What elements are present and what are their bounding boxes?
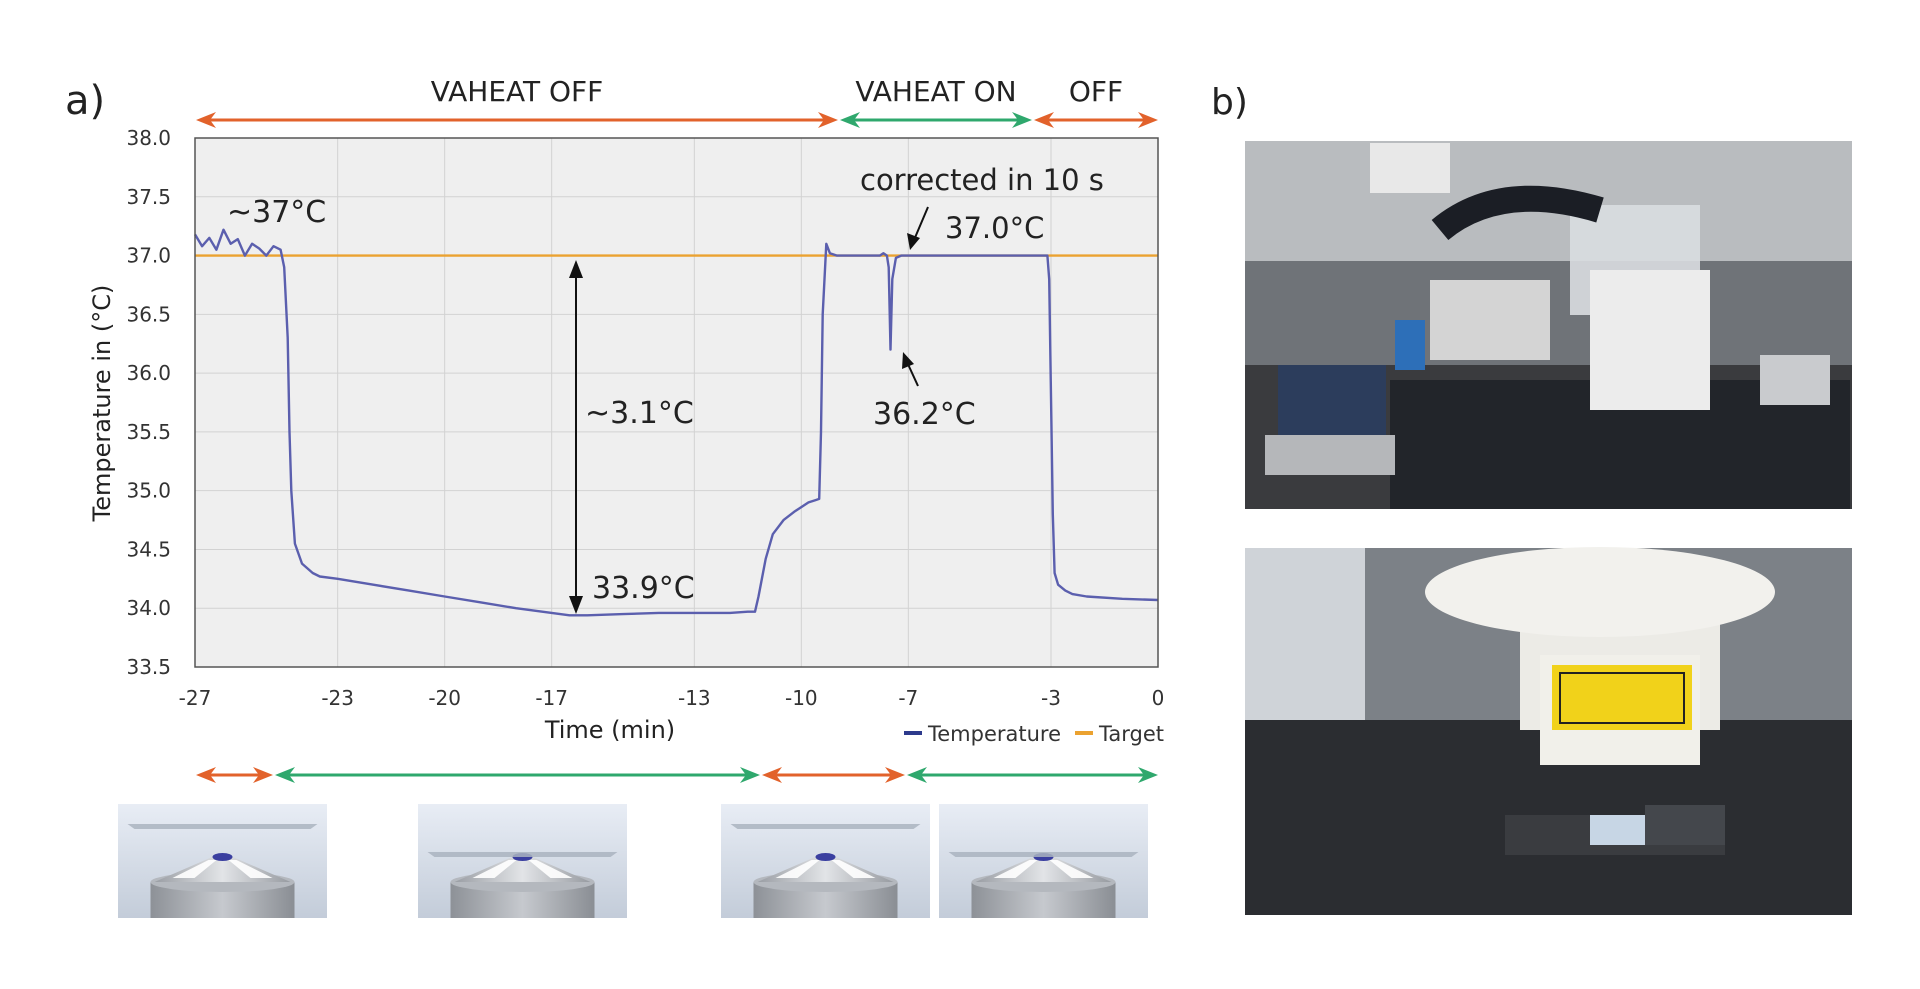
phase-label: VAHEAT ON xyxy=(855,75,1016,108)
y-tick-label: 33.5 xyxy=(126,655,171,679)
panel-a-label: a) xyxy=(65,78,105,124)
y-tick-label: 36.0 xyxy=(126,361,171,385)
phase-arrow-top xyxy=(840,112,1032,128)
y-axis-ticks: 33.5 34.0 34.5 35.0 35.5 36.0 36.5 37.0 37.5 38.0 xyxy=(126,126,171,679)
dip-arrow xyxy=(902,352,919,387)
phase-arrows-bottom xyxy=(196,767,1158,783)
y-tick-label: 35.5 xyxy=(126,420,171,444)
x-axis-ticks: -27 -23 -20 -17 -13 -10 -7 -3 0 xyxy=(179,686,1165,710)
photo-microscope-setup xyxy=(1245,141,1852,509)
device-thumbnails xyxy=(118,804,1148,918)
phase-arrow-bottom xyxy=(762,767,905,783)
phase-label: VAHEAT OFF xyxy=(431,75,604,108)
phase-arrows-top: VAHEAT OFF VAHEAT ON OFF xyxy=(196,75,1158,128)
x-tick-label: -7 xyxy=(898,686,918,710)
device-thumbnail xyxy=(939,804,1148,918)
x-tick-label: -17 xyxy=(535,686,568,710)
panel-b-label: b) xyxy=(1211,82,1248,123)
legend-label-target: Target xyxy=(1098,722,1164,746)
device-thumbnail xyxy=(418,804,627,918)
x-axis-label: Time (min) xyxy=(544,716,675,744)
annotation-start: ~37°C xyxy=(227,195,326,230)
annotation-recovered: 37.0°C xyxy=(945,211,1044,245)
legend-label-temperature: Temperature xyxy=(927,722,1061,746)
phase-arrow-bottom xyxy=(907,767,1158,783)
y-axis-label: Temperature in (°C) xyxy=(88,285,116,523)
x-tick-label: -3 xyxy=(1041,686,1061,710)
annotation-corrected: corrected in 10 s xyxy=(860,163,1104,197)
phase-label: OFF xyxy=(1069,75,1123,108)
x-tick-label: -13 xyxy=(678,686,711,710)
x-tick-label: -10 xyxy=(785,686,818,710)
plot-background xyxy=(195,138,1158,667)
legend: Temperature Target xyxy=(904,722,1164,746)
corrected-arrow xyxy=(907,206,929,250)
series-line-temperature xyxy=(193,228,1159,617)
y-tick-label: 34.0 xyxy=(126,596,171,620)
plot-frame xyxy=(194,137,1159,668)
phase-arrow-bottom xyxy=(275,767,760,783)
annotation-dip: 36.2°C xyxy=(873,397,976,432)
y-tick-label: 35.0 xyxy=(126,479,171,503)
photo-objective-closeup xyxy=(1245,547,1852,915)
plot-area xyxy=(193,137,1159,668)
x-tick-label: -23 xyxy=(321,686,354,710)
phase-arrow-top xyxy=(196,112,838,128)
y-tick-label: 34.5 xyxy=(126,537,171,561)
y-tick-label: 37.0 xyxy=(126,244,171,268)
y-tick-label: 38.0 xyxy=(126,126,171,150)
x-tick-label: 0 xyxy=(1152,686,1165,710)
difference-arrow xyxy=(569,260,583,614)
annotation-minimum: 33.9°C xyxy=(592,571,695,606)
annotations: ~37°C corrected in 10 s 37.0°C ~3.1°C 33… xyxy=(227,163,1104,614)
y-tick-label: 36.5 xyxy=(126,302,171,326)
device-thumbnail xyxy=(721,804,930,918)
y-tick-label: 37.5 xyxy=(126,185,171,209)
x-tick-label: -20 xyxy=(428,686,461,710)
phase-arrow-bottom xyxy=(196,767,273,783)
phase-arrow-top xyxy=(1034,112,1158,128)
annotation-diff: ~3.1°C xyxy=(585,396,694,431)
x-tick-label: -27 xyxy=(179,686,212,710)
device-thumbnail xyxy=(118,804,327,918)
